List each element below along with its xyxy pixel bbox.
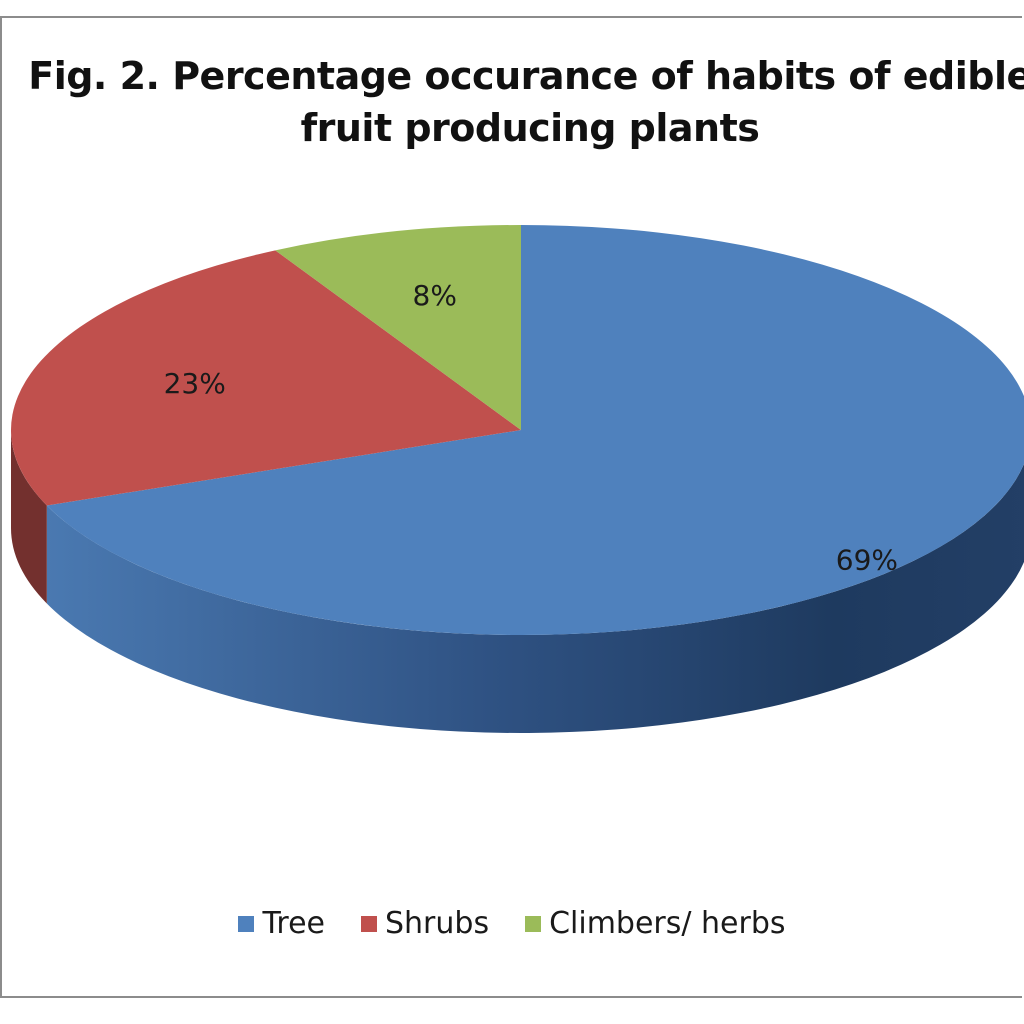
legend-label: Tree — [262, 906, 325, 941]
legend-swatch — [361, 915, 377, 932]
pie-side-layer — [11, 430, 1024, 733]
data-label-climbers-herbs: 8% — [413, 279, 457, 312]
pie-top-layer — [11, 225, 1024, 635]
legend-swatch — [238, 915, 255, 932]
legend: Tree Shrubs Climbers/ herbs — [0, 906, 1024, 941]
pie-side-shrubs — [11, 430, 47, 604]
legend-item-tree: Tree — [238, 906, 325, 941]
data-label-tree: 69% — [836, 543, 898, 576]
legend-swatch — [525, 915, 542, 932]
legend-label: Shrubs — [385, 906, 490, 941]
legend-item-climbers-herbs: Climbers/ herbs — [525, 906, 786, 941]
pie-label-layer: 69% 23% 8% — [164, 279, 898, 577]
legend-item-shrubs: Shrubs — [361, 906, 489, 941]
pie-slice-tree — [46, 225, 1024, 635]
pie-slice-shrubs — [11, 250, 521, 506]
pie-slice-climbers-herbs — [275, 225, 521, 430]
chart-title: Fig. 2. Percentage occurance of habits o… — [28, 54, 1024, 150]
pie-side-tree — [46, 463, 1024, 733]
legend-label: Climbers/ herbs — [549, 906, 786, 941]
data-label-shrubs: 23% — [164, 367, 226, 400]
